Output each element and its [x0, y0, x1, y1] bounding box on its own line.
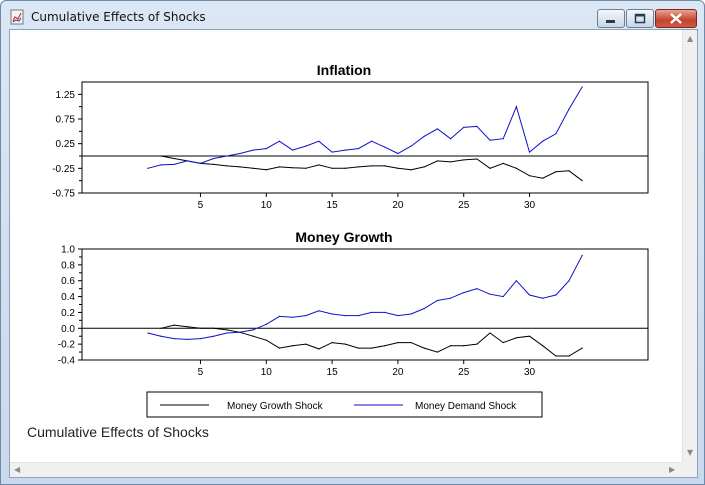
- horizontal-scrollbar[interactable]: ◀ ▶: [10, 462, 682, 477]
- money-growth-ytick-label: 0.0: [61, 324, 75, 335]
- money-growth-xtick-label: 5: [198, 367, 204, 378]
- maximize-icon: [634, 13, 646, 24]
- inflation-xtick-label: 30: [524, 200, 536, 211]
- inflation-xtick-label: 25: [458, 200, 470, 211]
- money-growth-ytick-label: 1.0: [61, 245, 75, 256]
- legend-label-money-demand-shock: Money Demand Shock: [415, 401, 517, 412]
- money-growth-chart: Money Growth -0.4 -0.2 0.0 0.2 0.4 0.6 0.8 1.0 5…: [58, 229, 649, 378]
- money-growth-ytick-label: 0.2: [61, 308, 75, 319]
- inflation-ytick-label: 0.25: [56, 139, 76, 150]
- chart-legend: Money Growth Shock Money Demand Shock: [146, 391, 543, 418]
- vertical-scrollbar[interactable]: ▲ ▼: [682, 30, 697, 462]
- money-growth-money-growth-shock-line: [160, 324, 583, 357]
- money-growth-plot-frame: [81, 248, 649, 361]
- inflation-xtick-label: 20: [392, 200, 404, 211]
- money-growth-ytick-label: 0.4: [61, 292, 75, 303]
- money-growth-xtick-label: 10: [261, 367, 273, 378]
- money-growth-xtick-label: 15: [327, 367, 339, 378]
- money-growth-chart-title: Money Growth: [295, 229, 392, 245]
- money-growth-ytick-label: -0.4: [58, 356, 76, 367]
- inflation-money-growth-shock-line: [160, 155, 583, 182]
- scrollbar-corner: [682, 462, 697, 477]
- money-growth-ytick-label: -0.2: [58, 340, 76, 351]
- money-growth-money-demand-shock-line: [147, 255, 583, 340]
- inflation-chart-title: Inflation: [317, 62, 371, 78]
- money-growth-ytick-label: 0.8: [61, 260, 75, 271]
- graph-caption: Cumulative Effects of Shocks: [27, 424, 209, 440]
- legend-box: [146, 391, 543, 418]
- money-growth-xtick-label: 20: [392, 367, 404, 378]
- inflation-xtick-label: 15: [327, 200, 339, 211]
- maximize-button[interactable]: [626, 9, 654, 28]
- scroll-up-icon[interactable]: ▲: [687, 34, 694, 43]
- money-growth-xtick-label: 30: [524, 367, 536, 378]
- inflation-ytick-label: 1.25: [56, 90, 76, 101]
- chart-icon: [10, 9, 24, 25]
- scroll-left-icon[interactable]: ◀: [14, 465, 21, 474]
- close-icon: [670, 13, 682, 24]
- inflation-ytick-label: 0.75: [56, 115, 76, 126]
- inflation-plot-frame: [81, 81, 649, 194]
- inflation-ytick-label: -0.25: [52, 164, 75, 175]
- money-growth-xtick-label: 25: [458, 367, 470, 378]
- minimize-button[interactable]: [597, 9, 625, 28]
- inflation-xtick-label: 5: [198, 200, 204, 211]
- inflation-chart: Inflation -0.75 -0.25 0.25 0.75 1.25 5 10 15 20 2…: [52, 62, 649, 211]
- inflation-ytick-label: -0.75: [52, 189, 75, 200]
- scroll-down-icon[interactable]: ▼: [687, 448, 694, 457]
- graph-canvas: Inflation -0.75 -0.25 0.25 0.75 1.25 5 10 15 20 2…: [9, 29, 698, 478]
- window-title: Cumulative Effects of Shocks: [31, 10, 206, 24]
- inflation-money-demand-shock-line: [147, 86, 583, 169]
- minimize-icon: [606, 20, 615, 23]
- inflation-xtick-label: 10: [261, 200, 273, 211]
- title-bar[interactable]: Cumulative Effects of Shocks: [1, 1, 704, 33]
- scroll-right-icon[interactable]: ▶: [669, 465, 676, 474]
- legend-label-money-growth-shock: Money Growth Shock: [227, 401, 324, 412]
- money-growth-ytick-label: 0.6: [61, 276, 75, 287]
- charts-area: Inflation -0.75-0.250.250.751.255 10 15 20 2…: [52, 62, 649, 418]
- close-button[interactable]: [655, 9, 697, 28]
